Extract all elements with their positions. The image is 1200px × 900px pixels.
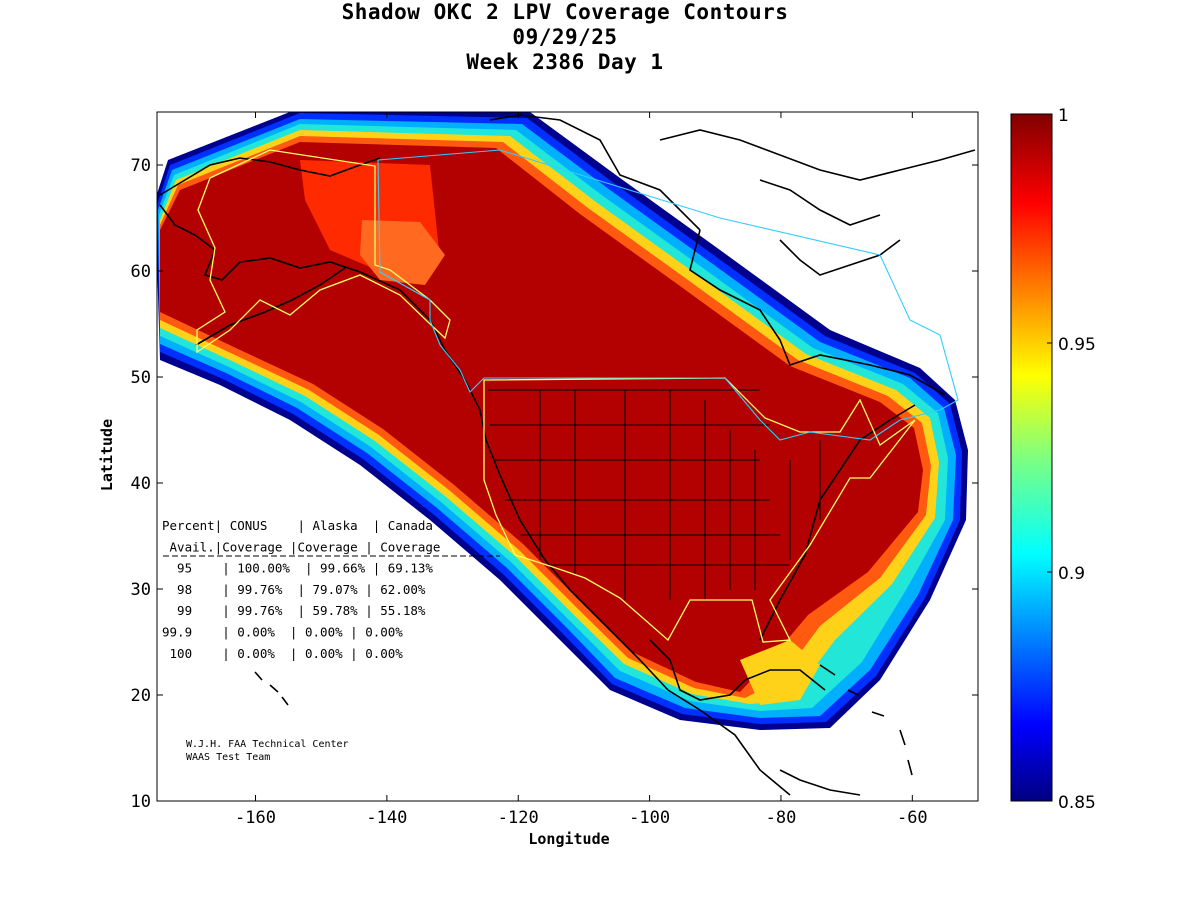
map-layer — [157, 112, 976, 796]
y-tick-label: 60 — [131, 262, 151, 282]
y-tick-label: 20 — [131, 686, 151, 706]
conus-alaska-boundary — [196, 149, 916, 643]
coverage-table: Percent| CONUS | Alaska | Canada Avail.|… — [162, 518, 440, 661]
coverage-band-gulf-yellow — [740, 640, 820, 705]
y-tick-label: 50 — [131, 368, 151, 388]
x-tick-label: -60 — [897, 808, 928, 828]
coverage-band-1.00 — [160, 142, 923, 692]
table-row: 98 | 99.76% | 79.07% | 62.00% — [162, 582, 426, 597]
x-tick-label: -160 — [235, 808, 276, 828]
table-row: 99 | 99.76% | 59.78% | 55.18% — [162, 603, 426, 618]
credit-line-1: W.J.H. FAA Technical Center — [186, 739, 349, 750]
x-tick-label: -140 — [366, 808, 407, 828]
credit-line-2: WAAS Test Team — [186, 752, 270, 763]
colorbar-tick-label: 1 — [1058, 106, 1069, 126]
coastlines — [159, 114, 976, 796]
x-tick-label: -100 — [629, 808, 670, 828]
coverage-hotspot-alaska-core — [360, 220, 445, 285]
chart-title: Shadow OKC 2 LPV Coverage Contours 09/29… — [0, 0, 1130, 75]
title-line-1: Shadow OKC 2 LPV Coverage Contours — [341, 0, 789, 24]
table-header-line: Avail.|Coverage |Coverage | Coverage — [162, 539, 440, 554]
table-row: 95 | 100.00% | 99.66% | 69.13% — [162, 561, 433, 576]
colorbar-tick-label: 0.95 — [1058, 335, 1096, 355]
title-line-3: Week 2386 Day 1 — [466, 50, 664, 74]
x-axis: -160 -140 -120 -100 -80 -60 — [235, 112, 928, 828]
canada-boundary — [377, 149, 959, 441]
state-borders — [488, 389, 821, 600]
y-tick-label: 40 — [131, 474, 151, 494]
x-axis-label: Longitude — [528, 830, 609, 848]
table-row: 99.9 | 0.00% | 0.00% | 0.00% — [162, 625, 403, 640]
y-axis-label: Latitude — [98, 419, 116, 491]
y-tick-label: 70 — [131, 156, 151, 176]
table-header-line: Percent| CONUS | Alaska | Canada — [162, 518, 433, 533]
colorbar — [1010, 113, 1053, 802]
x-tick-label: -80 — [766, 808, 797, 828]
y-tick-label: 30 — [131, 580, 151, 600]
y-tick-label: 10 — [131, 792, 151, 812]
plot-frame — [156, 111, 979, 802]
table-row: 100 | 0.00% | 0.00% | 0.00% — [162, 646, 403, 661]
colorbar-axis: 0.85 0.9 0.95 1 — [1047, 106, 1096, 813]
x-tick-label: -120 — [498, 808, 539, 828]
y-axis: 10 20 30 40 50 60 70 — [131, 156, 978, 812]
title-line-2: 09/29/25 — [512, 25, 618, 49]
colorbar-tick-label: 0.85 — [1058, 793, 1096, 813]
colorbar-tick-label: 0.9 — [1058, 564, 1085, 584]
